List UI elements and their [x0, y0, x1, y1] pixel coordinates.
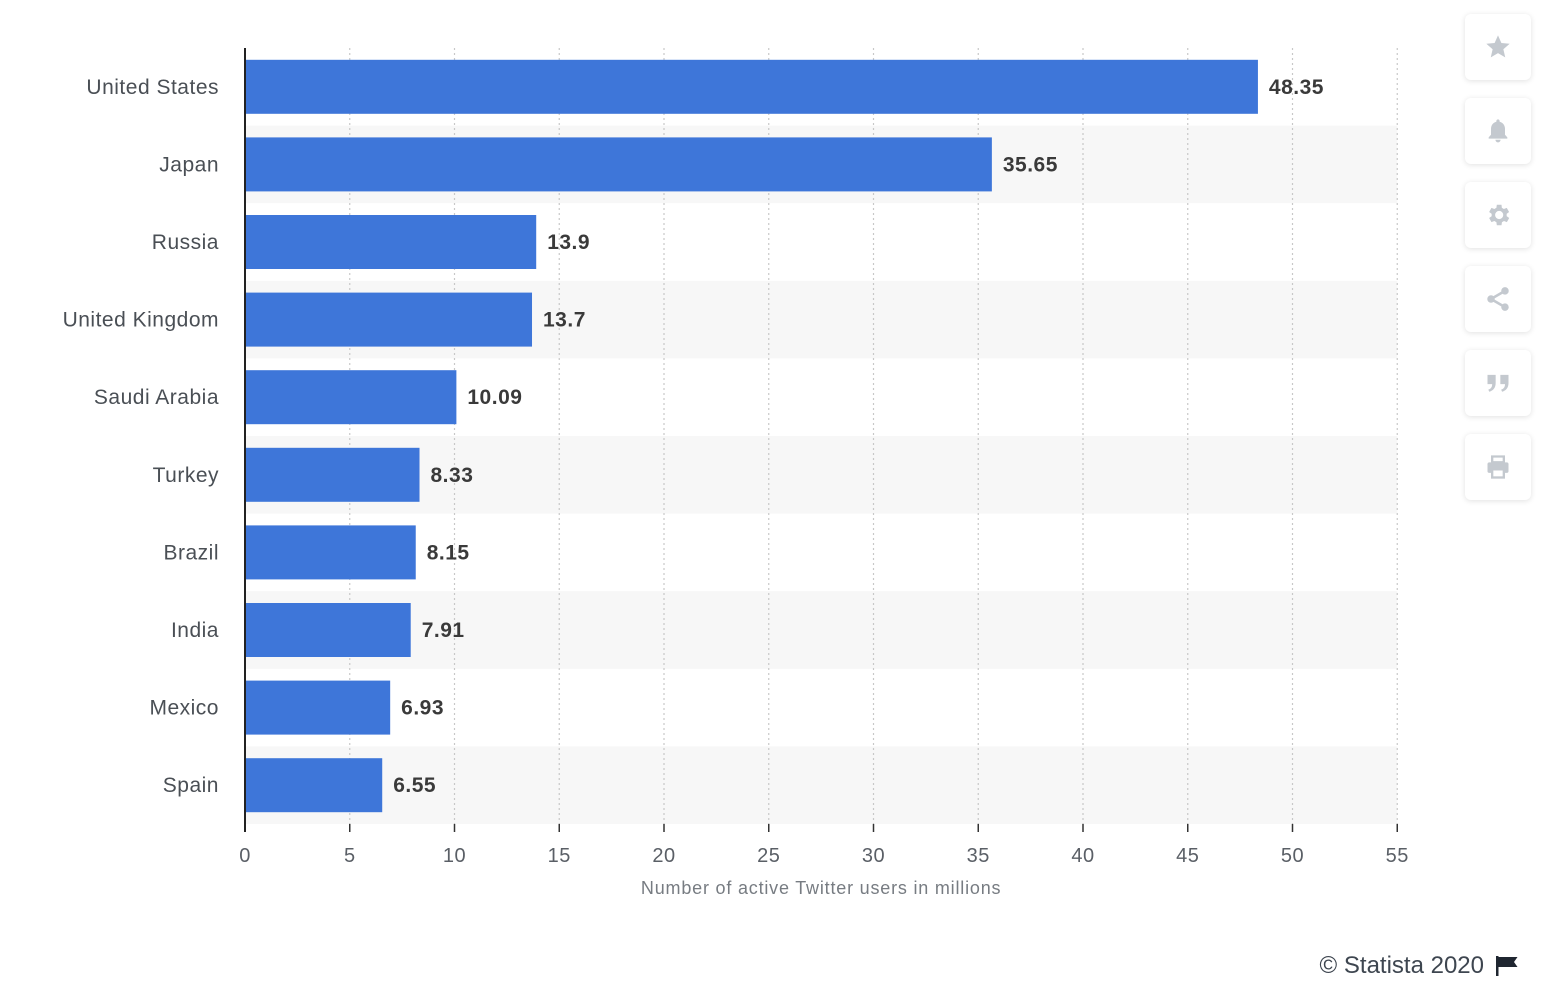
category-label: Russia — [152, 231, 219, 254]
category-label: Brazil — [163, 541, 219, 564]
data-label: 10.09 — [467, 386, 522, 409]
category-label: United States — [86, 76, 219, 99]
quote-icon — [1487, 374, 1509, 392]
category-label: United Kingdom — [63, 309, 219, 332]
data-label: 8.33 — [431, 464, 474, 487]
credit-text: © Statista 2020 — [1319, 952, 1484, 979]
category-label: Saudi Arabia — [94, 386, 219, 409]
star-icon — [1486, 35, 1510, 58]
bell-icon — [1488, 119, 1508, 143]
bar — [245, 292, 533, 347]
x-tick-label: 35 — [967, 845, 990, 867]
print-icon — [1487, 455, 1509, 479]
data-label: 48.35 — [1269, 76, 1324, 99]
bar — [245, 215, 537, 269]
notification-button[interactable] — [1465, 98, 1531, 164]
row-band — [245, 436, 1398, 514]
bar — [245, 680, 391, 735]
bar — [245, 59, 1258, 114]
bar-chart: 0 5 10 15 20 25 30 35 40 45 50 55 United States 48.35… — [63, 48, 1409, 898]
share-button[interactable] — [1465, 266, 1531, 332]
x-tick-label: 40 — [1071, 845, 1094, 867]
data-label: 35.65 — [1003, 153, 1058, 176]
x-tick-label: 0 — [239, 845, 251, 867]
category-label: Mexico — [149, 697, 219, 720]
bar — [245, 758, 383, 813]
category-label: Spain — [163, 774, 219, 797]
x-tick-label: 25 — [757, 845, 780, 867]
x-tick-label: 50 — [1281, 845, 1304, 867]
bar — [245, 603, 411, 657]
category-label: India — [171, 619, 219, 642]
category-label: Japan — [159, 153, 219, 176]
data-label: 8.15 — [427, 541, 470, 564]
favorite-button[interactable] — [1465, 14, 1531, 80]
x-axis-title: Number of active Twitter users in millio… — [641, 878, 1001, 898]
bar — [245, 370, 457, 425]
chart-toolbar — [1465, 14, 1533, 518]
x-tick-label: 30 — [862, 845, 885, 867]
data-label: 6.93 — [401, 697, 444, 720]
x-tick-label: 15 — [548, 845, 571, 867]
row-band — [245, 591, 1398, 669]
x-tick-label: 55 — [1386, 845, 1409, 867]
data-label: 7.91 — [422, 619, 465, 642]
bar — [245, 447, 420, 502]
gear-icon — [1489, 204, 1510, 226]
share-icon — [1487, 287, 1509, 311]
x-tick-label: 20 — [652, 845, 675, 867]
data-label: 13.9 — [547, 231, 590, 254]
data-label: 6.55 — [393, 774, 436, 797]
x-tick-label: 10 — [443, 845, 466, 867]
print-button[interactable] — [1465, 434, 1531, 500]
settings-button[interactable] — [1465, 182, 1531, 248]
flag-icon — [1496, 956, 1518, 976]
x-tick-label: 45 — [1176, 845, 1199, 867]
statista-credit[interactable]: © Statista 2020 — [1320, 952, 1520, 980]
data-label: 13.7 — [543, 309, 586, 332]
x-tick-label: 5 — [344, 845, 356, 867]
cite-button[interactable] — [1465, 350, 1531, 416]
category-label: Turkey — [153, 464, 219, 487]
chart: 0 5 10 15 20 25 30 35 40 45 50 55 United States 48.35… — [63, 48, 1409, 898]
bar — [245, 137, 992, 192]
row-band — [245, 746, 1398, 824]
bar — [245, 525, 416, 580]
